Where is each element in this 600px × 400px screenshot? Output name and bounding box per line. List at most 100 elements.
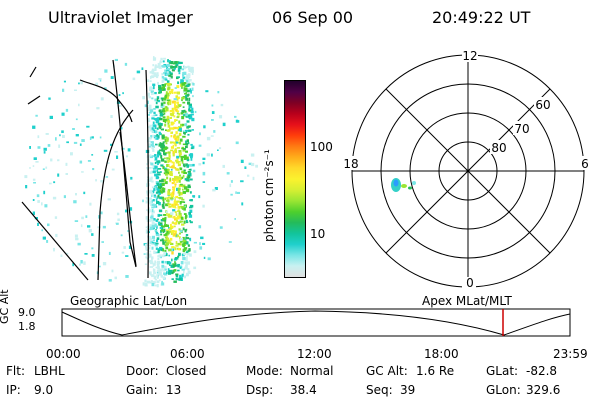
emission-pixel — [235, 119, 239, 123]
emission-pixel — [110, 115, 113, 118]
emission-pixel — [158, 88, 161, 91]
emission-pixel — [168, 269, 173, 273]
emission-pixel — [75, 237, 79, 241]
emission-pixel — [167, 271, 172, 275]
emission-pixel — [174, 218, 177, 221]
emission-pixel — [192, 163, 195, 167]
emission-pixel — [162, 226, 166, 228]
emission-pixel — [120, 127, 123, 130]
emission-pixel — [164, 77, 167, 79]
emission-pixel — [156, 237, 160, 240]
emission-pixel — [110, 143, 114, 146]
emission-pixel — [175, 141, 179, 144]
emission-pixel — [151, 70, 155, 75]
emission-pixel — [149, 109, 154, 113]
emission-pixel — [169, 117, 172, 119]
emission-pixel — [189, 253, 192, 257]
emission-pixel — [183, 252, 187, 256]
emission-pixel — [160, 123, 163, 126]
emission-pixel — [177, 163, 181, 167]
emission-pixel — [146, 219, 149, 222]
emission-pixel — [132, 77, 136, 81]
emission-pixel — [174, 247, 177, 251]
emission-pixel — [75, 134, 79, 137]
emission-pixel — [165, 211, 169, 213]
emission-pixel — [152, 83, 156, 86]
emission-pixel — [170, 225, 174, 229]
emission-pixel — [163, 57, 166, 60]
emission-pixel — [154, 165, 158, 169]
emission-pixel — [101, 241, 104, 243]
emission-pixel — [180, 167, 183, 171]
emission-pixel — [185, 156, 189, 160]
emission-pixel — [168, 129, 171, 132]
emission-pixel — [148, 246, 151, 250]
altitude-track — [61, 308, 571, 337]
emission-pixel — [150, 135, 153, 139]
emission-pixel — [175, 119, 178, 121]
emission-pixel — [160, 128, 164, 131]
emission-pixel — [154, 284, 157, 287]
emission-pixel — [171, 278, 174, 280]
emission-pixel — [95, 179, 97, 182]
emission-pixel — [170, 197, 174, 200]
emission-pixel — [186, 255, 188, 258]
emission-pixel — [153, 114, 156, 117]
emission-pixel — [80, 81, 83, 85]
emission-pixel — [188, 79, 192, 82]
emission-pixel — [150, 261, 154, 265]
emission-pixel — [189, 204, 194, 208]
emission-pixel — [175, 274, 179, 278]
emission-pixel — [145, 200, 148, 204]
emission-pixel — [91, 254, 95, 257]
emission-pixel — [152, 121, 155, 125]
emission-pixel — [116, 155, 119, 159]
emission-pixel — [32, 178, 36, 181]
emission-pixel — [180, 192, 183, 196]
emission-pixel — [162, 104, 166, 107]
emission-pixel — [185, 150, 188, 153]
emission-pixel — [150, 141, 154, 144]
emission-pixel — [188, 270, 191, 274]
emission-pixel — [191, 69, 194, 72]
emission-pixel — [176, 112, 179, 115]
emission-pixel — [187, 184, 191, 188]
emission-pixel — [163, 234, 167, 237]
emission-pixel — [164, 224, 168, 227]
emission-pixel — [167, 124, 171, 128]
emission-pixel — [230, 193, 233, 196]
emission-pixel — [146, 185, 149, 188]
emission-pixel — [160, 164, 164, 167]
emission-pixel — [172, 204, 175, 208]
emission-pixel — [161, 187, 164, 191]
emission-pixel — [189, 178, 193, 181]
emission-pixel — [174, 119, 176, 123]
emission-pixel — [161, 148, 164, 151]
emission-pixel — [163, 113, 166, 115]
emission-pixel — [181, 277, 183, 281]
emission-pixel — [173, 126, 177, 130]
emission-pixel — [148, 253, 152, 257]
emission-pixel — [178, 277, 182, 281]
emission-pixel — [171, 251, 174, 255]
emission-pixel — [25, 185, 28, 189]
emission-pixel — [189, 106, 193, 109]
emission-pixel — [159, 89, 162, 92]
emission-pixel — [166, 176, 169, 180]
emission-pixel — [54, 216, 58, 219]
emission-pixel — [177, 69, 181, 72]
emission-pixel — [171, 69, 175, 72]
emission-pixel — [83, 191, 86, 195]
emission-pixel — [83, 261, 86, 265]
colorbar-unit-label: photon cm⁻²s⁻¹ — [262, 149, 276, 242]
emission-pixel — [167, 215, 171, 218]
emission-pixel — [190, 157, 193, 161]
emission-pixel — [156, 160, 160, 163]
emission-pixel — [162, 141, 165, 144]
emission-pixel — [203, 256, 206, 259]
emission-pixel — [219, 226, 223, 229]
emission-pixel — [182, 135, 186, 138]
emission-pixel — [181, 86, 183, 89]
emission-pixel — [182, 143, 186, 146]
emission-pixel — [155, 114, 158, 116]
